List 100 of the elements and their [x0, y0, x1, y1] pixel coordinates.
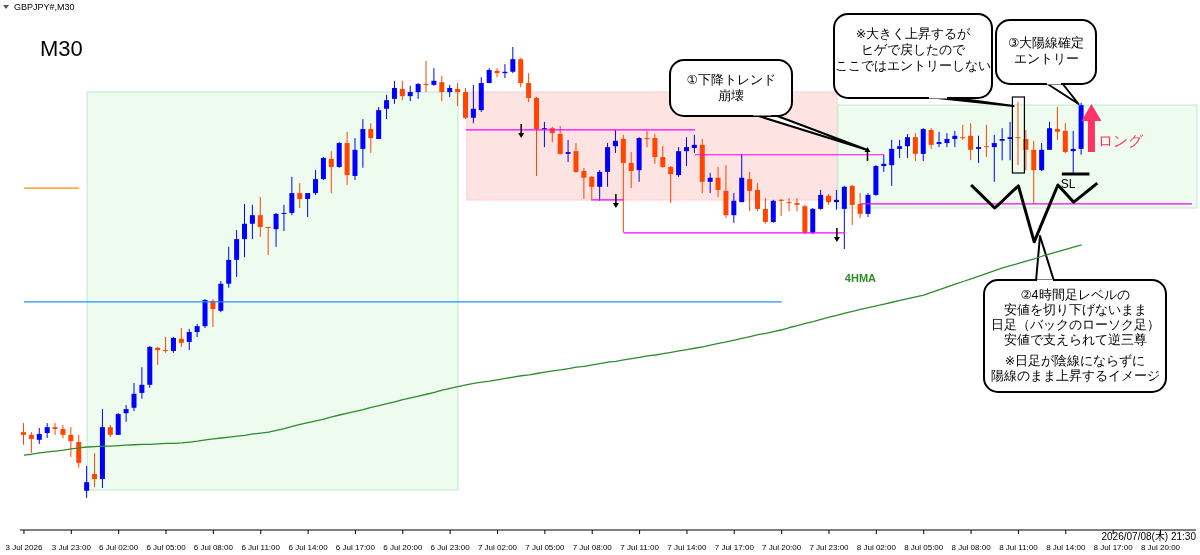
annotation: SL — [1060, 177, 1076, 191]
candlestick — [328, 150, 334, 194]
candlestick — [92, 452, 98, 488]
candlestick — [384, 94, 390, 120]
series-label: 4HMA — [844, 271, 877, 284]
candlestick — [265, 226, 271, 256]
candlestick — [399, 80, 405, 101]
candlestick — [494, 67, 500, 78]
x-tick-label: 7 Jul 08:00 — [572, 543, 613, 552]
x-tick-label: 3 Jul 23:00 — [51, 543, 92, 552]
x-tick-label: 8 Jul 08:00 — [951, 543, 992, 552]
candlestick — [320, 156, 326, 181]
candlestick — [660, 145, 666, 169]
candlestick — [241, 203, 247, 258]
candlestick — [226, 246, 232, 289]
candlestick — [234, 229, 240, 278]
candlestick — [139, 366, 145, 400]
candlestick — [439, 75, 445, 102]
candlestick — [983, 124, 989, 158]
candlestick — [21, 422, 26, 446]
candlestick — [747, 171, 753, 212]
candlestick — [597, 169, 603, 202]
x-tick-label: 7 Jul 05:00 — [525, 543, 565, 552]
candlestick — [297, 182, 303, 209]
candlestick — [305, 192, 311, 218]
candlestick — [257, 196, 263, 238]
x-tick-label: 8 Jul 05:00 — [904, 543, 944, 552]
candlestick — [557, 125, 563, 156]
annotation: ロング — [1098, 132, 1144, 149]
candlestick — [518, 57, 524, 88]
x-tick-label: 7 Jul 20:00 — [762, 543, 802, 552]
candlestick — [628, 151, 634, 189]
text: GBPJPY#,M30 — [14, 2, 75, 12]
candlestick — [581, 167, 587, 200]
candlestick — [589, 175, 595, 202]
candlestick — [707, 172, 713, 194]
candlestick — [178, 327, 184, 348]
candlestick — [526, 72, 532, 103]
candlestick — [731, 192, 737, 224]
candlestick — [155, 346, 161, 366]
x-tick-label: 8 Jul 14:00 — [1046, 543, 1086, 552]
candlestick — [691, 134, 697, 154]
candlestick — [676, 146, 682, 178]
candlestick — [944, 132, 950, 148]
candlestick — [123, 404, 129, 423]
candlestick — [668, 165, 674, 204]
x-tick-label: 7 Jul 23:00 — [809, 543, 850, 552]
candlestick — [612, 129, 618, 154]
candlestick — [889, 139, 895, 187]
candlestick — [1031, 140, 1037, 205]
candlestick — [194, 323, 200, 338]
x-tick-label: 8 Jul 20:00 — [1140, 543, 1181, 552]
candlestick — [991, 134, 997, 183]
x-tick-label: 7 Jul 11:00 — [620, 543, 660, 552]
candlestick — [68, 426, 74, 458]
candlestick — [76, 434, 82, 469]
candlestick — [360, 118, 366, 169]
x-tick-label: 6 Jul 14:00 — [288, 543, 329, 552]
candlestick — [163, 336, 169, 354]
candlestick — [186, 328, 192, 351]
candlestick — [999, 127, 1005, 161]
candlestick — [833, 189, 839, 211]
annotation: ①下降トレンド崩壊 — [686, 73, 776, 103]
candlestick — [431, 67, 437, 87]
candlestick — [541, 121, 547, 148]
annotation: ※日足が陰線にならずに陽線のまま上昇するイメージ — [990, 354, 1160, 383]
annotation: M30 — [40, 36, 83, 61]
annotation: ②4時間足レベルの安値を切り下げないまま日足（バックのローソク足）安値で支えられて逆三尊 — [990, 288, 1160, 347]
candlestick — [968, 122, 974, 161]
candlestick — [762, 197, 768, 225]
candlestick — [1047, 121, 1053, 151]
candlestick — [904, 133, 910, 159]
candlestick — [313, 169, 319, 196]
x-tick-label: 6 Jul 08:00 — [193, 543, 234, 552]
candlestick — [928, 127, 934, 150]
x-tick-label: 3 Jul 2026 — [5, 543, 43, 552]
candlestick — [565, 139, 571, 163]
candlestick — [84, 465, 90, 499]
candlestick — [470, 84, 476, 124]
x-tick-label: 6 Jul 17:00 — [335, 543, 376, 552]
text: 2026/07/08(木) 21:30 — [1101, 531, 1197, 542]
annotation: ③大陽線確定エントリー — [1007, 36, 1085, 66]
x-tick-label: 6 Jul 20:00 — [383, 543, 423, 552]
candlestick — [849, 184, 855, 226]
x-tick-label: 6 Jul 05:00 — [146, 543, 187, 552]
candlestick — [912, 132, 918, 162]
x-tick-label: 7 Jul 02:00 — [477, 543, 518, 552]
candlestick — [857, 192, 863, 219]
candlestick — [778, 198, 784, 217]
candlestick — [755, 182, 761, 212]
candlestick — [510, 46, 516, 74]
candlestick — [1070, 130, 1076, 174]
x-tick-label: 7 Jul 17:00 — [714, 543, 755, 552]
annotation: ※大きく上昇するがヒゲで戻したのでここではエントリーしない — [835, 27, 991, 73]
candlestick — [810, 207, 816, 235]
candlestick — [644, 130, 650, 148]
candlestick — [620, 134, 626, 234]
x-tick-label: 6 Jul 02:00 — [99, 543, 139, 552]
candlestick — [897, 139, 903, 159]
candlestick — [1062, 122, 1068, 154]
